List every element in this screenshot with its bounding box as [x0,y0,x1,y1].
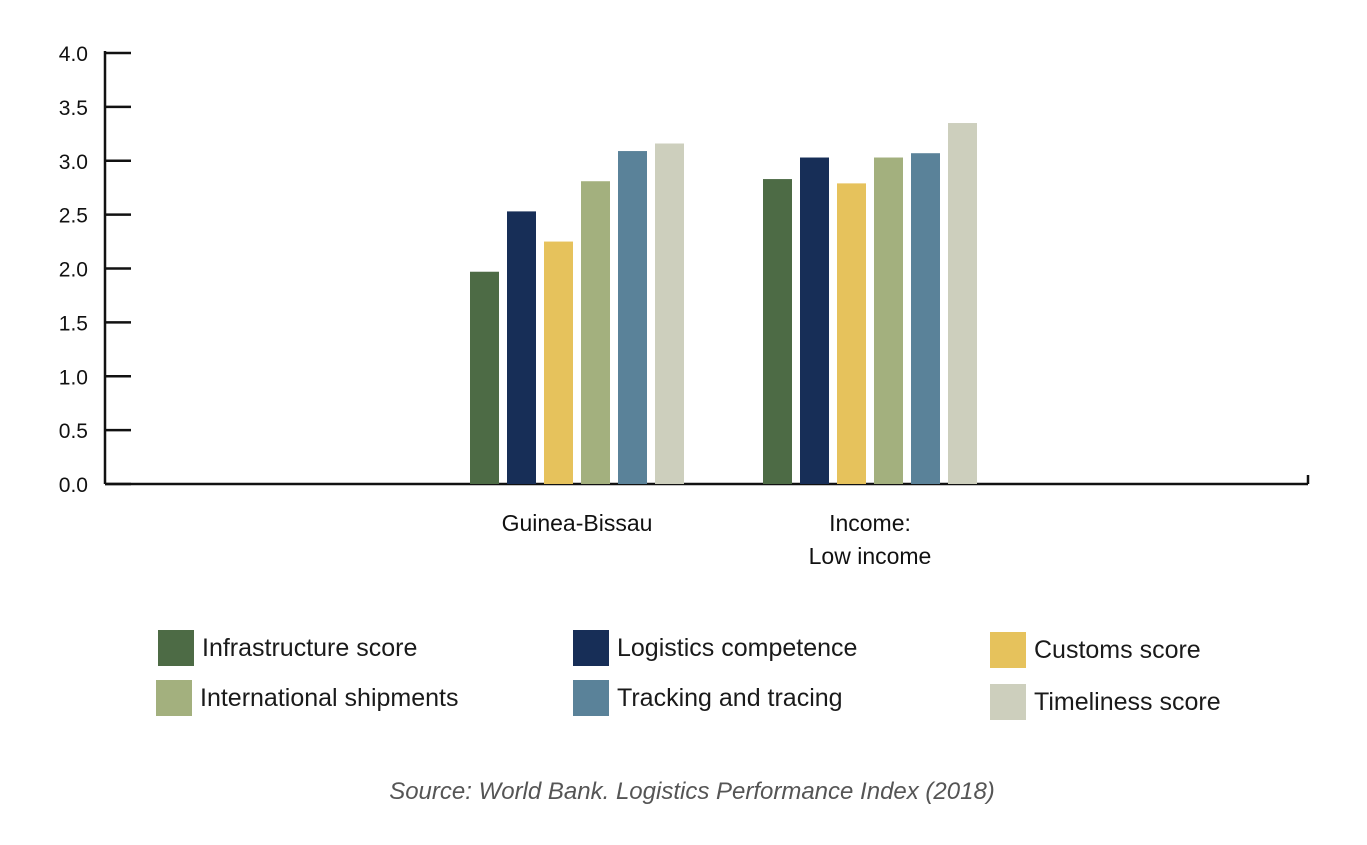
x-category-label: Low income [809,543,932,569]
legend-item-tracking: Tracking and tracing [573,680,843,716]
bar [837,183,866,484]
bar [470,271,499,484]
x-category-label: Guinea-Bissau [502,510,653,536]
legend-swatch [158,630,194,666]
legend-item-customs: Customs score [990,632,1201,668]
chart-svg: 0.0 0.5 1.0 1.5 2.0 2.5 3.0 3.5 4.0 Guinea-Bissau… [59,43,1310,569]
y-tick-label: 0.5 [59,420,88,443]
y-tick-label: 2.0 [59,259,88,282]
bar [874,157,903,484]
legend-label: Logistics competence [617,633,858,662]
y-tick-label: 2.5 [59,205,88,228]
bar-chart: 0.0 0.5 1.0 1.5 2.0 2.5 3.0 3.5 4.0 Guinea-Bissau… [59,43,1310,569]
bar [544,241,573,484]
legend-swatch [156,680,192,716]
chart-legend: Infrastructure score Logistics competenc… [0,620,1367,730]
source-note: Source: World Bank. Logistics Performanc… [389,778,995,805]
legend-label: Customs score [1034,635,1201,664]
legend-label: Timeliness score [1034,687,1221,716]
legend-item-infrastructure: Infrastructure score [158,630,417,666]
y-tick-label: 1.5 [59,312,88,335]
bar [911,153,940,484]
legend-item-logistics: Logistics competence [573,630,857,666]
bar [618,151,647,485]
bar [507,211,536,484]
legend-item-international: International shipments [156,680,458,716]
bar [948,123,977,484]
bar [581,181,610,484]
y-tick-label: 3.0 [59,151,88,174]
bar [800,157,829,484]
legend-label: Tracking and tracing [617,683,843,712]
legend-swatch [990,632,1026,668]
legend-label: International shipments [200,683,459,712]
y-tick-label: 1.0 [59,366,88,389]
legend-label: Infrastructure score [202,633,418,662]
y-tick-label: 4.0 [59,43,88,66]
legend-swatch [573,680,609,716]
legend-item-timeliness: Timeliness score [990,684,1221,720]
legend-swatch [990,684,1026,720]
bar [655,143,684,484]
y-tick-label: 3.5 [59,97,88,120]
y-tick-label: 0.0 [59,474,88,497]
legend-swatch [573,630,609,666]
x-category-label: Income: [829,510,911,536]
bar [763,179,792,484]
